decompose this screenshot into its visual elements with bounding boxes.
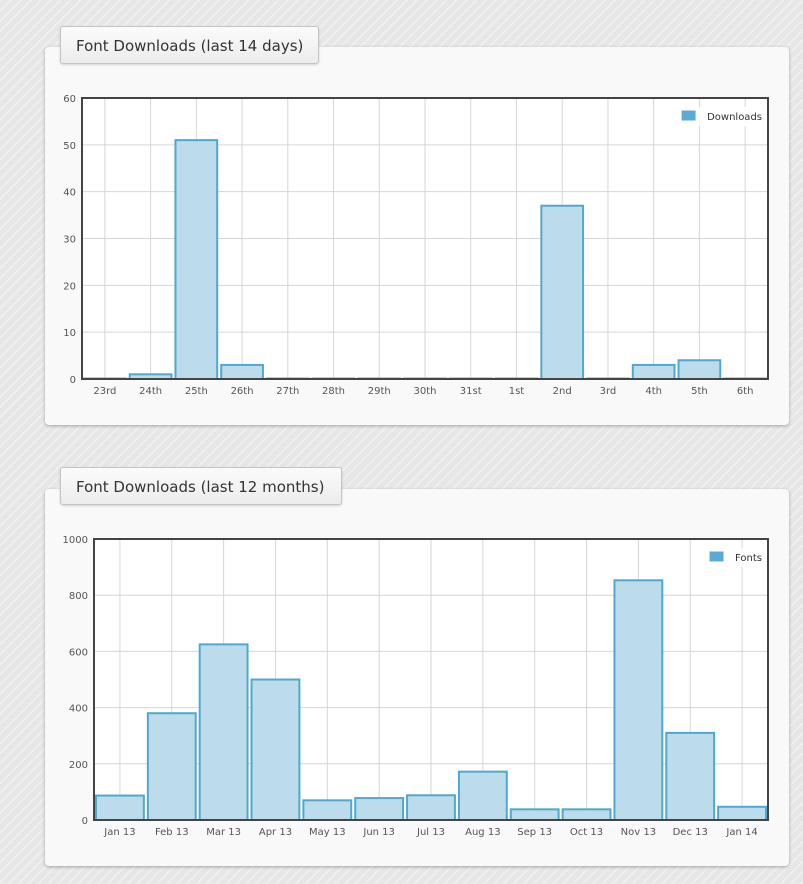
x-tick-label-months-1: Feb 13	[155, 827, 189, 838]
bar-months-may-13	[302, 799, 353, 822]
panel-title-14-days: Font Downloads (last 14 days)	[60, 26, 319, 64]
x-tick-label-days-11: 3rd	[600, 386, 617, 397]
legend-label-days: Downloads	[707, 112, 762, 123]
y-tick-label-months-0: 0	[82, 816, 88, 827]
y-tick-label-months-5: 1000	[63, 535, 88, 546]
x-tick-label-days-8: 31st	[460, 386, 482, 397]
panel-title-12-months: Font Downloads (last 12 months)	[60, 467, 342, 505]
bar-days-2nd	[540, 204, 585, 380]
x-tick-label-days-6: 29th	[368, 386, 391, 397]
x-tick-label-months-8: Sep 13	[517, 827, 552, 838]
x-tick-label-months-9: Oct 13	[570, 827, 603, 838]
bar-months-feb-13	[146, 712, 197, 821]
x-tick-label-days-4: 27th	[276, 386, 299, 397]
y-tick-label-months-4: 800	[69, 591, 88, 602]
x-tick-label-days-9: 1st	[509, 386, 525, 397]
x-tick-label-days-10: 2nd	[553, 386, 572, 397]
y-tick-label-months-3: 600	[69, 647, 88, 658]
y-tick-label-months-2: 400	[69, 704, 88, 715]
bar-months-jun-13	[354, 797, 405, 821]
x-tick-label-months-2: Mar 13	[206, 827, 241, 838]
x-tick-label-months-3: Apr 13	[259, 827, 292, 838]
x-tick-label-days-1: 24th	[139, 386, 162, 397]
x-tick-label-months-5: Jun 13	[362, 827, 395, 838]
x-tick-label-days-13: 5th	[691, 386, 708, 397]
bar-months-apr-13	[250, 678, 301, 821]
x-tick-label-months-7: Aug 13	[465, 827, 500, 838]
x-tick-label-days-2: 25th	[185, 386, 208, 397]
x-tick-label-months-10: Nov 13	[621, 827, 656, 838]
legend-days: Downloads	[678, 107, 765, 126]
legend-label-months: Fonts	[735, 553, 762, 564]
x-tick-label-days-7: 30th	[414, 386, 437, 397]
x-tick-label-days-5: 28th	[322, 386, 345, 397]
y-tick-label-days-4: 40	[63, 188, 76, 199]
x-tick-label-months-6: Jul 13	[416, 827, 445, 838]
bar-months-jan-14	[717, 805, 768, 822]
y-tick-label-days-6: 60	[63, 94, 76, 105]
bar-months-jul-13	[406, 794, 456, 821]
bar-days-25th	[174, 139, 219, 380]
legend-background-days	[678, 107, 765, 126]
plot-frame	[81, 97, 769, 380]
bar-months-sep-13	[509, 808, 560, 822]
x-tick-label-days-0: 23rd	[93, 386, 116, 397]
legend-swatch-days	[680, 109, 697, 122]
y-tick-label-months-1: 200	[69, 760, 88, 771]
bar-months-mar-13	[198, 643, 249, 821]
y-tick-label-days-2: 20	[63, 281, 76, 292]
y-tick-label-days-5: 50	[63, 141, 76, 152]
x-tick-label-months-0: Jan 13	[103, 827, 135, 838]
x-tick-label-days-14: 6th	[737, 386, 754, 397]
bar-months-nov-13	[613, 579, 664, 821]
legend-swatch-months	[708, 550, 725, 563]
plot-frame	[93, 538, 769, 821]
x-tick-label-months-12: Jan 14	[725, 827, 757, 838]
y-tick-label-days-1: 10	[63, 328, 76, 339]
x-tick-label-months-4: May 13	[309, 827, 346, 838]
x-tick-label-days-3: 26th	[231, 386, 254, 397]
bar-months-aug-13	[457, 770, 508, 822]
x-tick-label-days-12: 4th	[645, 386, 662, 397]
bar-months-oct-13	[561, 808, 612, 822]
bar-months-dec-13	[665, 731, 716, 822]
legend-months: Fonts	[706, 548, 765, 567]
y-tick-label-days-3: 30	[63, 235, 76, 246]
x-tick-label-months-11: Dec 13	[673, 827, 708, 838]
bar-months-jan-13	[95, 794, 145, 821]
y-tick-label-days-0: 0	[70, 375, 76, 386]
